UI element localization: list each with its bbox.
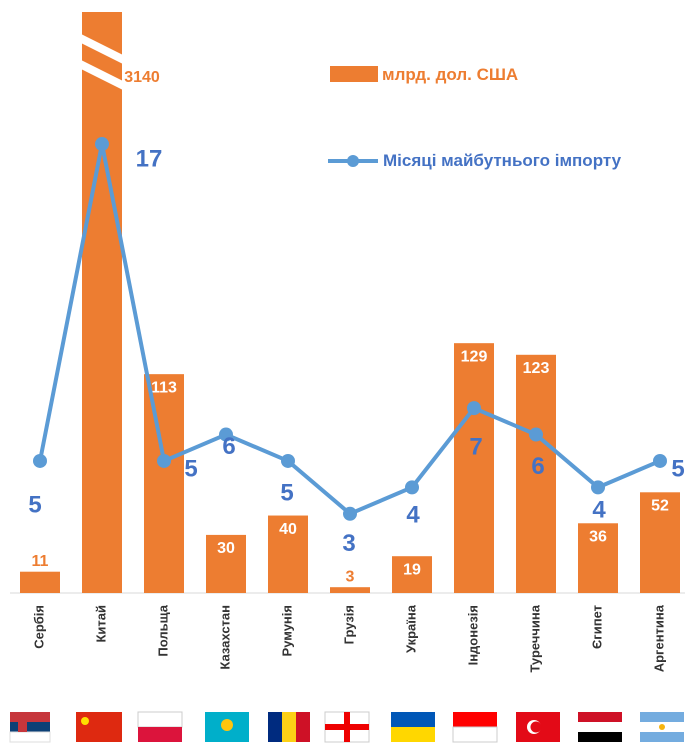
flags [9, 711, 684, 743]
line-point [405, 480, 419, 495]
line-label: 3 [342, 530, 355, 557]
line-point [33, 453, 47, 468]
bar [82, 12, 122, 593]
bar [640, 492, 680, 593]
bar-label: 40 [279, 521, 297, 538]
line [38, 143, 661, 517]
bar-label: 11 [32, 553, 49, 570]
bar-label: 113 [151, 379, 177, 396]
x-tick-label: Індонезія [465, 605, 480, 665]
line-label: 4 [592, 497, 606, 524]
legend-label: млрд. дол. США [382, 65, 519, 84]
line-label: 17 [136, 145, 163, 172]
line-point [653, 453, 667, 468]
bar [268, 515, 308, 593]
line-point [591, 480, 605, 495]
bar [144, 374, 184, 593]
bar [578, 523, 618, 593]
line-point [219, 427, 233, 442]
line-point [95, 137, 109, 152]
x-tick-label: Єгипет [589, 605, 604, 649]
line-label: 5 [671, 455, 684, 482]
bar [206, 534, 246, 593]
legend-swatch [330, 66, 378, 82]
axis-break [78, 34, 126, 90]
bar-label: 36 [589, 528, 607, 545]
legend-dot [347, 155, 359, 167]
x-tick-label: Аргентина [651, 604, 666, 672]
bar [392, 556, 432, 593]
line-point [343, 506, 357, 521]
line-point [157, 453, 171, 468]
x-tick-label: Туреччина [527, 604, 542, 672]
line-label: 6 [531, 453, 544, 480]
bar-label: 30 [217, 540, 235, 557]
line-label: 4 [406, 502, 420, 529]
legend-label: Місяці майбутнього імпорту [383, 151, 622, 170]
line-label: 6 [222, 433, 235, 460]
line-point [467, 401, 481, 416]
x-tick-label: Китай [93, 605, 108, 643]
bar-label: 3 [346, 568, 355, 585]
x-tick-label: Грузія [341, 605, 356, 644]
line-label: 5 [184, 455, 197, 482]
bar [20, 571, 60, 593]
x-tick-label: Україна [403, 604, 418, 653]
bar-label: 19 [403, 561, 421, 578]
line-label: 5 [28, 491, 41, 518]
line-label: 5 [280, 479, 293, 506]
bar [330, 587, 370, 593]
x-tick-label: Румунія [279, 605, 294, 656]
bar [516, 354, 556, 593]
line-point [529, 427, 543, 442]
x-tick-label: Польща [155, 604, 170, 656]
x-tick-label: Сербія [31, 605, 46, 649]
bar-label: 123 [523, 360, 550, 377]
line-label: 7 [469, 433, 482, 460]
bar-label: 3140 [124, 69, 160, 86]
bar-label: 129 [461, 348, 488, 365]
bar-label: 52 [651, 498, 669, 515]
line-point [281, 453, 295, 468]
bar [454, 343, 494, 593]
x-tick-label: Казахстан [217, 605, 232, 670]
